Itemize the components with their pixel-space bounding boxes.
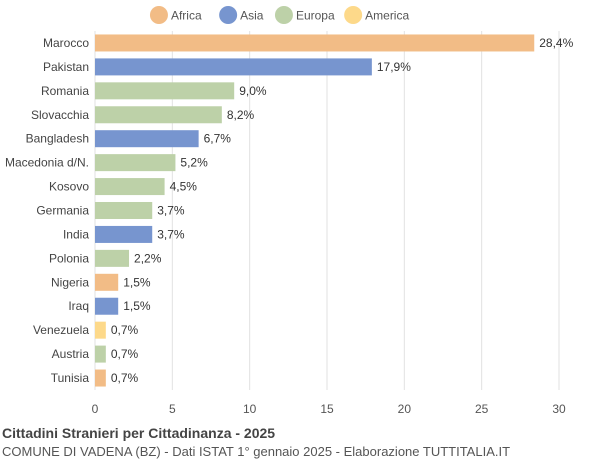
bar <box>95 321 106 339</box>
category-label: Iraq <box>68 299 89 313</box>
value-label: 0,7% <box>111 323 139 337</box>
legend-label: Africa <box>171 9 202 23</box>
chart-subtitle: COMUNE DI VADENA (BZ) - Dati ISTAT 1° ge… <box>2 444 511 459</box>
bar <box>95 178 165 196</box>
bars <box>95 34 535 387</box>
bar <box>95 202 153 219</box>
legend-swatch <box>149 6 168 24</box>
category-label: Kosovo <box>49 180 89 194</box>
bar <box>95 273 119 291</box>
bar <box>95 249 130 267</box>
category-label: Polonia <box>49 251 89 265</box>
bar <box>95 297 119 315</box>
bar-chart: Africa Asia Europa America Marocco Pakistan R… <box>5 6 574 416</box>
legend: Africa Asia Europa America <box>149 6 409 24</box>
value-label: 3,7% <box>157 227 185 241</box>
legend-label: Asia <box>240 9 264 23</box>
bar <box>95 58 372 76</box>
category-label: Germania <box>36 204 89 218</box>
chart-title: Cittadini Stranieri per Cittadinanza - 2… <box>2 425 276 441</box>
value-label: 6,7% <box>204 132 232 146</box>
value-label: 3,7% <box>157 204 185 218</box>
bar <box>95 154 176 172</box>
category-label: Pakistan <box>43 60 89 74</box>
x-tick-label: 20 <box>398 402 412 416</box>
category-label: Venezuela <box>33 323 89 337</box>
legend-swatch <box>219 6 238 24</box>
legend-label: Europa <box>296 9 335 23</box>
bar <box>95 34 535 52</box>
bar <box>95 82 235 100</box>
value-label: 0,7% <box>111 347 139 361</box>
legend-swatch <box>274 6 293 24</box>
value-label: 4,5% <box>170 180 198 194</box>
category-label: Austria <box>52 347 90 361</box>
category-label: Romania <box>41 84 89 98</box>
category-label: Slovacchia <box>31 108 89 122</box>
value-label: 1,5% <box>123 275 151 289</box>
x-tick-label: 15 <box>320 402 334 416</box>
value-label: 5,2% <box>180 156 208 170</box>
value-label: 1,5% <box>123 299 151 313</box>
value-label: 9,0% <box>239 84 267 98</box>
category-label: Nigeria <box>51 275 89 289</box>
x-tick-label: 10 <box>243 402 257 416</box>
category-labels: Marocco Pakistan Romania Slovacchia Banglade… <box>5 36 89 385</box>
bar <box>95 106 222 124</box>
category-label: Bangladesh <box>26 132 89 146</box>
value-label: 17,9% <box>377 60 411 74</box>
x-tick-label: 0 <box>92 402 99 416</box>
legend-swatch <box>344 6 363 24</box>
value-label: 0,7% <box>111 371 139 385</box>
value-label: 2,2% <box>134 251 162 265</box>
category-label: Marocco <box>43 36 89 50</box>
bar <box>95 130 199 148</box>
bar <box>95 225 153 243</box>
legend-label: America <box>365 9 409 23</box>
bar <box>95 345 106 363</box>
x-tick-labels: 0 5 10 15 20 25 30 <box>92 402 566 416</box>
value-labels: 28,4% 17,9% 9,0% 8,2% 6,7% 5,2% 4,5% 3,7% 3,7% 2,… <box>111 36 574 385</box>
x-tick-label: 25 <box>475 402 489 416</box>
category-label: Macedonia d/N. <box>5 156 89 170</box>
x-tick-label: 30 <box>552 402 566 416</box>
bar <box>95 369 106 387</box>
category-label: Tunisia <box>51 371 90 385</box>
value-label: 28,4% <box>539 36 573 50</box>
category-label: India <box>63 227 89 241</box>
x-tick-label: 5 <box>169 402 176 416</box>
value-label: 8,2% <box>227 108 255 122</box>
